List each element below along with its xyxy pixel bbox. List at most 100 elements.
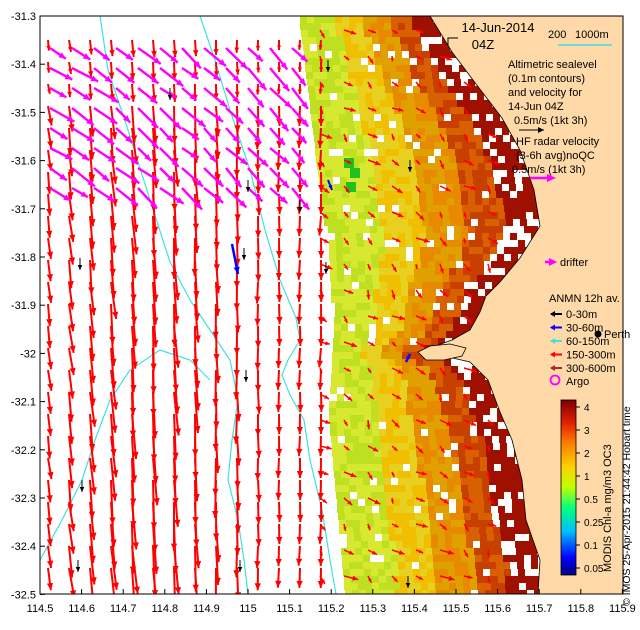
chl-cell (384, 135, 391, 142)
velocity-arrow (319, 81, 325, 88)
chl-cell (308, 86, 315, 93)
chl-cell (417, 457, 424, 464)
chl-cell (492, 282, 499, 289)
velocity-arrow (130, 39, 136, 58)
velocity-arrow (391, 29, 399, 35)
chl-cell (414, 429, 421, 436)
chl-cell (531, 555, 538, 562)
velocity-arrow (89, 545, 97, 585)
chl-cell (355, 331, 362, 338)
velocity-arrow (46, 215, 53, 238)
chl-cell (342, 303, 349, 310)
chl-cell (352, 590, 359, 594)
chl-cell (435, 93, 442, 100)
chl-cell (345, 44, 352, 51)
chl-cell (454, 562, 461, 569)
chl-cell (305, 58, 312, 65)
chl-cell (381, 114, 388, 121)
chl-cell (452, 177, 459, 184)
velocity-arrow (367, 471, 373, 480)
chl-cell (393, 499, 400, 506)
chl-cell (328, 16, 335, 23)
chl-cell (346, 114, 353, 121)
chl-cell (432, 331, 439, 338)
chl-cell (480, 541, 487, 548)
chl-cell (426, 562, 433, 569)
velocity-arrow (367, 107, 377, 112)
velocity-arrow (463, 523, 470, 532)
velocity-arrow (152, 567, 157, 594)
chl-cell (384, 303, 391, 310)
chl-cell (413, 492, 420, 499)
chl-cell (372, 394, 379, 401)
chl-cell (461, 135, 468, 142)
chl-cell (407, 212, 414, 219)
chl-cell (420, 86, 427, 93)
velocity-arrow (486, 471, 491, 479)
velocity-arrow (276, 281, 283, 302)
velocity-arrow (291, 87, 309, 110)
velocity-arrow (391, 367, 404, 375)
chl-cell (410, 534, 417, 541)
chl-cell (350, 240, 357, 247)
chl-cell (321, 23, 328, 30)
chl-cell (419, 16, 426, 23)
chl-cell (460, 548, 467, 555)
chl-cell (419, 226, 426, 233)
chl-cell (423, 450, 430, 457)
velocity-arrow (137, 47, 162, 65)
velocity-arrow (391, 81, 399, 87)
chl-cell (388, 450, 395, 457)
velocity-arrow (319, 55, 323, 64)
chl-cell (396, 177, 403, 184)
chl-cell (372, 429, 379, 436)
chl-cell (463, 583, 470, 590)
chl-cell (350, 149, 357, 156)
velocity-arrow (297, 391, 304, 412)
chl-cell (461, 478, 468, 485)
chl-cell (370, 16, 377, 23)
chl-cell (454, 310, 461, 317)
chl-cell (353, 352, 360, 359)
chl-cell (435, 499, 442, 506)
velocity-arrow (235, 61, 240, 75)
chl-cell (532, 569, 539, 576)
chl-cell (393, 394, 400, 401)
chl-cell (350, 569, 357, 576)
chl-cell (456, 212, 463, 219)
chl-cell (378, 254, 385, 261)
chl-cell (406, 149, 413, 156)
chl-cell (498, 499, 505, 506)
chl-cell (442, 387, 449, 394)
velocity-arrow (173, 325, 181, 368)
chl-cell (426, 16, 433, 23)
chl-cell (306, 72, 313, 79)
velocity-arrow (247, 67, 268, 91)
chl-cell (495, 128, 502, 135)
velocity-arrow (115, 166, 141, 185)
velocity-arrow (319, 289, 324, 296)
chl-cell (390, 331, 397, 338)
chl-cell (399, 240, 406, 247)
velocity-arrow (203, 187, 224, 204)
chl-cell (382, 58, 389, 65)
chl-cell (434, 569, 441, 576)
chl-cell (496, 233, 503, 240)
chl-cell (461, 226, 468, 233)
chl-cell (414, 37, 421, 44)
chl-cell (406, 569, 413, 576)
chl-cell (401, 436, 408, 443)
chl-cell (440, 226, 447, 233)
chl-cell (338, 513, 345, 520)
chl-cell (444, 366, 451, 373)
chl-cell (414, 261, 421, 268)
velocity-arrow (247, 147, 269, 168)
chl-cell (508, 177, 515, 184)
chl-cell (412, 310, 419, 317)
chl-cell (350, 254, 357, 261)
chl-cell (421, 275, 428, 282)
velocity-arrow (276, 39, 282, 51)
velocity-arrow (93, 86, 120, 104)
chl-cell (487, 541, 494, 548)
chl-cell (525, 569, 532, 576)
